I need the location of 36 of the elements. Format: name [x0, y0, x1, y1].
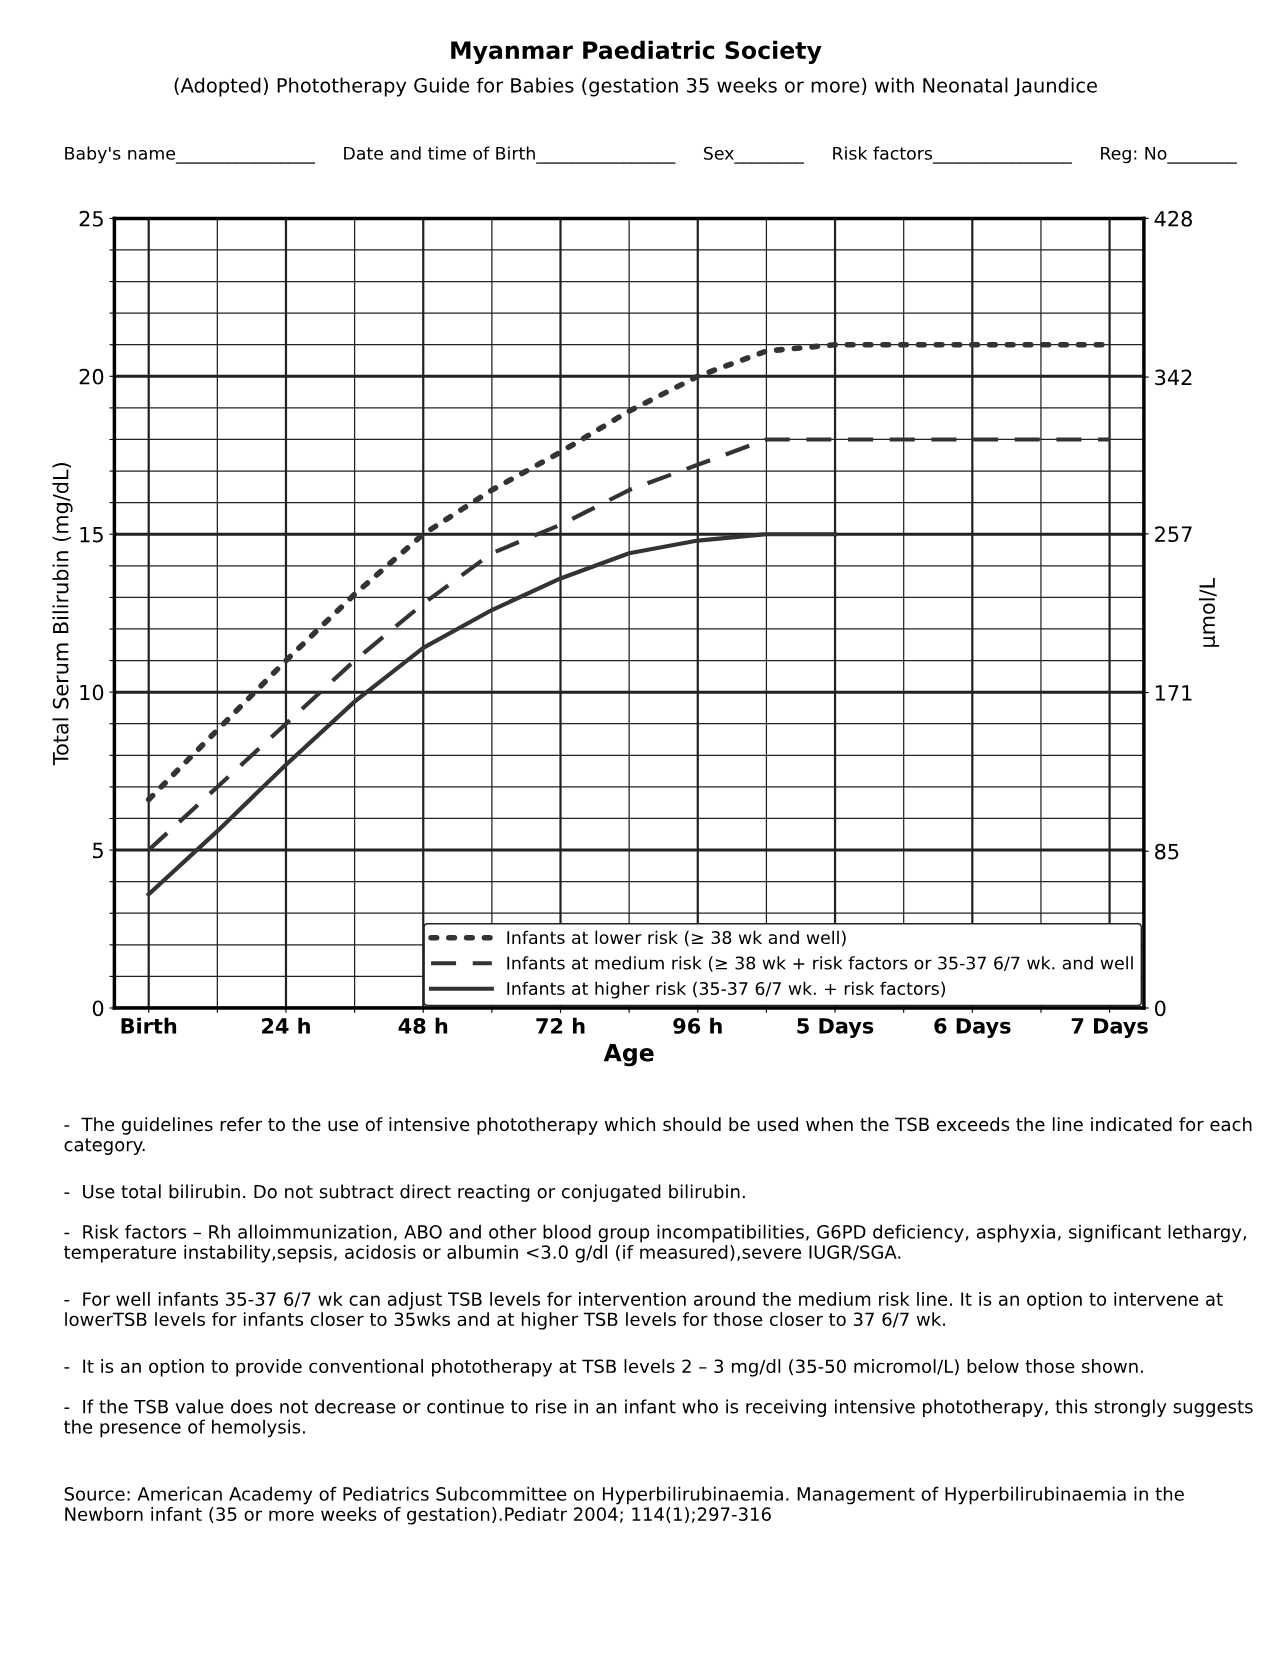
- text: - For well infants 35-37 6/7 wk can adjust TSB levels for intervention around the medium risk line. It is an option to intervene at lowerTSB levels for infants closer to 35wks and at higher TSB levels for those closer to 37 6/7 wk.: [64, 1291, 1223, 1330]
- text: - It is an option to provide conventional phototherapy at TSB levels 2 – 3 mg/dl (35-50 micromol/L) below those shown.: [64, 1359, 1143, 1377]
- y2-tick-label: 428: [1154, 210, 1192, 227]
- y-tick-label: 15: [80, 526, 103, 543]
- chart-title: Myanmar Paediatric Society: [451, 40, 822, 64]
- legend-label: Infants at higher risk (35-37 6/7 wk. + risk factors): [507, 981, 946, 999]
- x-tick-label: 6 Days: [934, 1017, 1011, 1038]
- y2-axis-title: µmol/L: [1198, 577, 1220, 647]
- x-tick-label: Birth: [121, 1017, 177, 1034]
- text: - Use total bilirubin. Do not subtract direct reacting or conjugated bilirubin.: [64, 1184, 745, 1202]
- y-tick-label: 5: [93, 842, 103, 859]
- chart-subtitle: (Adopted) Phototherapy Guide for Babies (gestation 35 weeks or more) with Neonatal Jaundice: [174, 77, 1097, 97]
- text: - The guidelines refer to the use of intensive phototherapy which should be used when the TSB exceeds the line indicated for each category.: [64, 1117, 1252, 1155]
- y-tick-label: 10: [80, 684, 104, 701]
- x-tick-label: 72 h: [536, 1017, 585, 1034]
- text: Baby's name________________ Date and time of Birth________________ Sex________ Risk factors________________ Reg: No________: [65, 146, 1237, 164]
- legend-label: Infants at lower risk (≥ 38 wk and well): [507, 930, 846, 947]
- x-tick-label: 7 Days: [1071, 1018, 1148, 1038]
- x-axis-title: Age: [603, 1043, 654, 1067]
- y-axis-title: Total Serum Bilirubin (mg/dL): [52, 463, 73, 766]
- text: - If the TSB value does not decrease or continue to rise in an infant who is receiving intensive phototherapy, this strongly suggests the presence of hemolysis.: [64, 1399, 1253, 1438]
- legend-label: Infants at medium risk (≥ 38 wk + risk factors or 35-37 6/7 wk. and well: [507, 956, 1133, 972]
- x-tick-label: 96 h: [673, 1017, 722, 1034]
- text: - Risk factors – Rh alloimmunization, ABO and other blood group incompatibilities, G6PD deficiency, asphyxia, significant lethargy, temperature instability,sepsis, acidosis or albumin <3.0 g/dl (if measured),severe IUGR/SGA.: [64, 1224, 1246, 1263]
- y-tick-label: 25: [79, 210, 103, 227]
- y2-tick-label: 171: [1155, 685, 1192, 701]
- source-note: Source: American Academy of Pediatrics Subcommittee on Hyperbilirubinaemia. Management of Hyperbilirubinaemia in the Newborn infant (35 or more weeks of gestation).Pediatr 2004; 114(1);297-316: [64, 1486, 1184, 1525]
- y2-tick-label: 85: [1155, 843, 1179, 860]
- y-tick-label: 20: [79, 368, 104, 385]
- y2-tick-label: 257: [1155, 526, 1192, 543]
- x-tick-label: 48 h: [398, 1017, 448, 1034]
- x-tick-label: 24 h: [262, 1017, 310, 1034]
- x-tick-label: 5 Days: [797, 1018, 874, 1038]
- y2-tick-label: 342: [1155, 369, 1192, 386]
- y2-tick-label: 0: [1155, 1000, 1166, 1017]
- y-tick-label: 0: [92, 1000, 104, 1017]
